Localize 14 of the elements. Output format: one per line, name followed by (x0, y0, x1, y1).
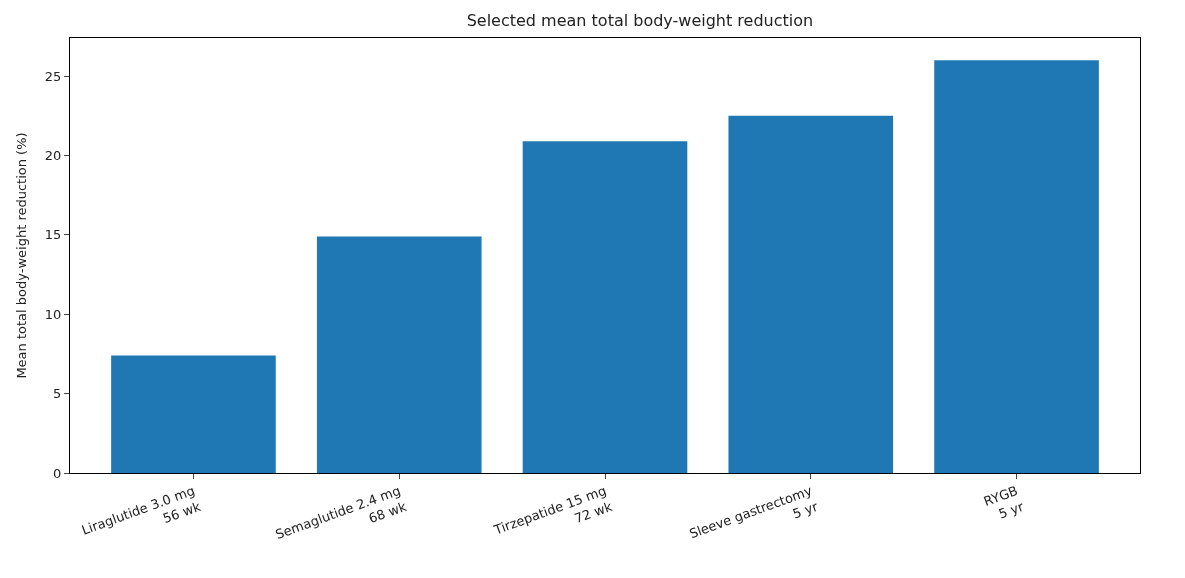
y-tick-label: 10 (44, 306, 62, 322)
y-tick-label: 0 (53, 465, 62, 481)
bar (728, 115, 894, 473)
bar (522, 141, 688, 473)
y-tick-label: 5 (53, 386, 62, 402)
bar (316, 236, 482, 473)
bar (111, 355, 276, 473)
y-tick-label: 20 (44, 148, 62, 164)
x-tick-label: RYGB 5 yr (981, 482, 1027, 522)
y-tick-label: 25 (44, 68, 62, 84)
chart-title: Selected mean total body-weight reduction (466, 10, 814, 30)
bar (934, 60, 1099, 473)
y-axis-title: Mean total body-weight reduction (%) (13, 132, 29, 379)
y-tick-label: 15 (44, 227, 62, 243)
